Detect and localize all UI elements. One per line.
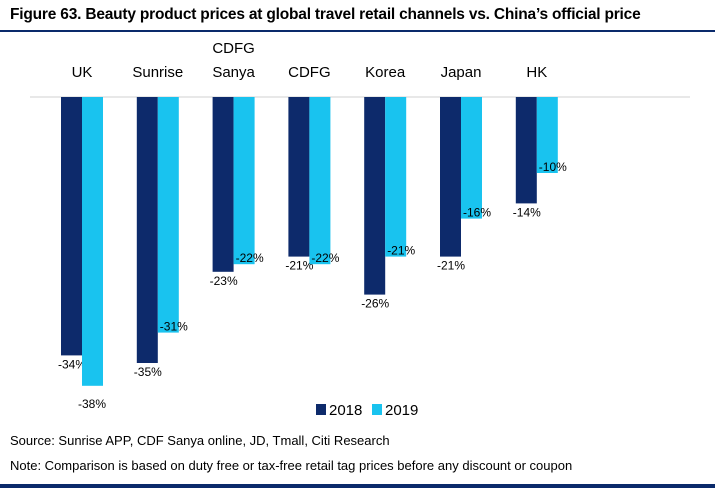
bar-chart: UK -34% -38% Sunrise -35% -31% CDFG Sanya -23% -2… <box>30 40 690 419</box>
source-note: Source: Sunrise APP, CDF Sanya online, J… <box>10 433 390 448</box>
category-label: Korea <box>365 64 406 81</box>
bar-2018 <box>136 97 158 363</box>
bar-2019 <box>536 97 558 173</box>
legend-swatch-2019 <box>372 404 382 415</box>
data-label-2018: -21% <box>437 259 465 273</box>
category-label: Sunrise <box>132 64 183 81</box>
data-label-2018: -23% <box>210 274 238 288</box>
bar-2019 <box>82 97 103 386</box>
bar-2018 <box>364 97 386 295</box>
category-label: CDFG <box>288 64 331 81</box>
bar-2019 <box>157 97 179 333</box>
data-label-2018: -26% <box>361 297 389 311</box>
bar-2019 <box>385 97 407 257</box>
data-label-2018: -35% <box>134 365 162 379</box>
data-label-2019: -38% <box>78 397 106 411</box>
category-label: HK <box>526 64 547 81</box>
figure-title: Figure 63. Beauty product prices at glob… <box>10 6 641 23</box>
data-label-2019: -31% <box>160 320 188 334</box>
bar-2018 <box>288 97 310 257</box>
bar-2019 <box>309 97 331 265</box>
data-label-2019: -21% <box>387 244 415 258</box>
category-label-line: CDFG <box>212 40 255 57</box>
category-label: CDFG Sanya <box>212 40 255 81</box>
bar-2019 <box>461 97 482 219</box>
bar-2018 <box>440 97 461 257</box>
bar-2019 <box>233 97 255 265</box>
category-label-line: Japan <box>441 64 482 81</box>
category-label-line: HK <box>526 64 547 81</box>
title-divider <box>0 30 715 32</box>
category-label-line: UK <box>72 64 93 81</box>
category-label: Japan <box>441 64 482 81</box>
methodology-note: Note: Comparison is based on duty free o… <box>10 458 573 473</box>
legend-label-2018: 2018 <box>329 402 362 419</box>
data-label-2019: -22% <box>236 251 264 265</box>
data-label-2019: -22% <box>311 251 339 265</box>
bottom-divider <box>0 484 715 488</box>
legend-label-2019: 2019 <box>385 402 418 419</box>
data-label-2019: -10% <box>539 160 567 174</box>
data-label-2018: -14% <box>513 205 541 219</box>
category-label-line: Sanya <box>212 64 255 81</box>
data-label-2018: -34% <box>58 357 86 371</box>
data-label-2019: -16% <box>463 206 491 220</box>
data-label-2018: -21% <box>285 259 313 273</box>
bar-2018 <box>61 97 82 356</box>
legend-swatch-2018 <box>316 404 326 415</box>
category-label-line: Korea <box>365 64 406 81</box>
category-label-line: CDFG <box>288 64 331 81</box>
category-label-line: Sunrise <box>132 64 183 81</box>
bar-2018 <box>515 97 537 204</box>
category-label: UK <box>72 64 93 81</box>
bar-2018 <box>212 97 234 272</box>
